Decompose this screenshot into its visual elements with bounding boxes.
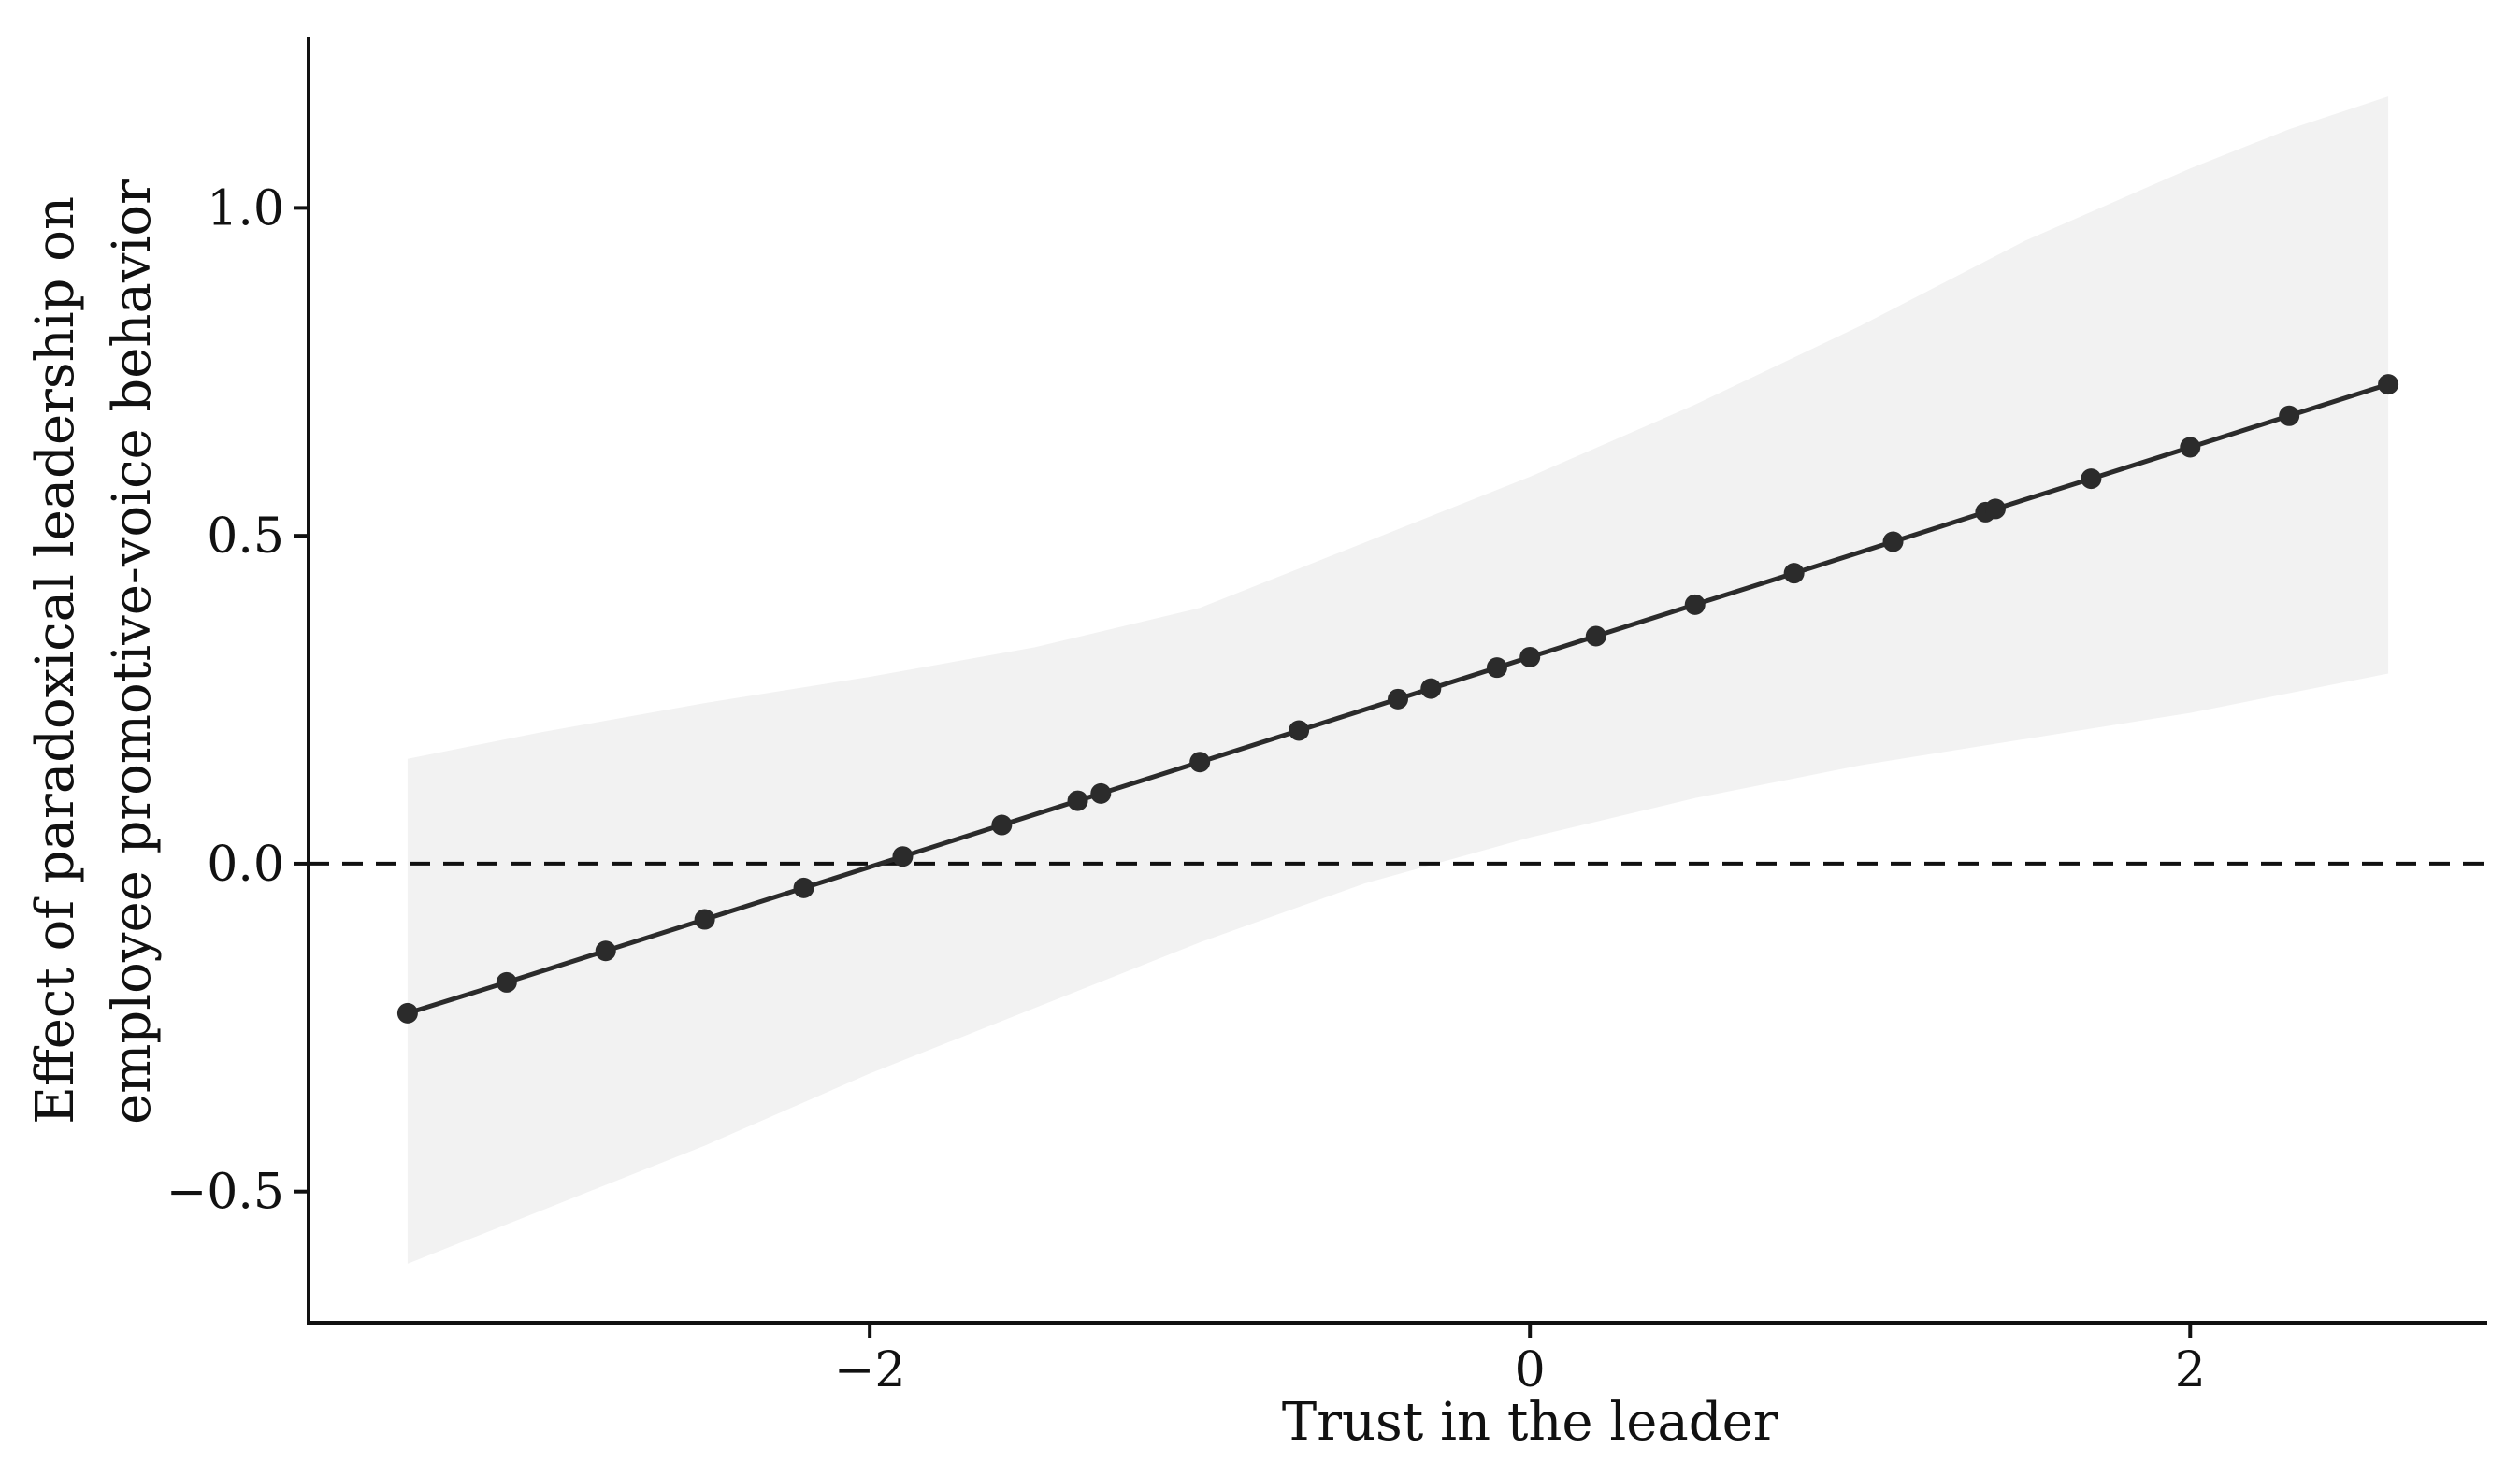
- data-point: [2279, 405, 2300, 426]
- data-point: [1519, 646, 1541, 667]
- y-axis-title-line-1: Effect of paradoxical leadership on: [25, 196, 86, 1125]
- x-tick-label: 2: [2175, 1342, 2206, 1398]
- y-axis-title-line-2: employee promotive-voice behavior: [102, 179, 163, 1125]
- x-tick-label: −2: [834, 1342, 906, 1398]
- data-point: [1420, 678, 1442, 699]
- data-point: [991, 814, 1013, 836]
- data-point: [396, 1002, 418, 1024]
- y-tick-label: 0.5: [207, 509, 284, 565]
- data-point: [1189, 752, 1211, 773]
- data-point: [2378, 374, 2399, 395]
- confidence-band: [407, 96, 2389, 1264]
- data-point: [1486, 657, 1507, 679]
- data-point: [595, 940, 616, 962]
- data-point: [1067, 790, 1088, 811]
- x-axis-title: Trust in the leader: [1282, 1392, 1778, 1453]
- data-point: [1882, 531, 1904, 552]
- y-tick-label: 1.0: [207, 180, 284, 236]
- data-point: [496, 971, 517, 993]
- y-tick-label: 0.0: [207, 837, 284, 893]
- data-point: [1783, 563, 1805, 584]
- y-axis-title: Effect of paradoxical leadership on empl…: [25, 179, 163, 1125]
- data-point: [1684, 594, 1706, 615]
- data-point: [2081, 468, 2102, 490]
- data-point: [1585, 625, 1606, 647]
- data-point: [694, 909, 715, 930]
- data-point: [1090, 782, 1112, 804]
- data-point: [1984, 498, 2006, 520]
- data-point: [2180, 437, 2201, 458]
- y-tick-label: −0.5: [166, 1165, 284, 1221]
- x-tick-label: 0: [1515, 1342, 1546, 1398]
- data-point: [1388, 688, 1408, 710]
- data-point: [892, 846, 914, 867]
- data-point: [793, 877, 814, 898]
- data-point: [1289, 720, 1310, 741]
